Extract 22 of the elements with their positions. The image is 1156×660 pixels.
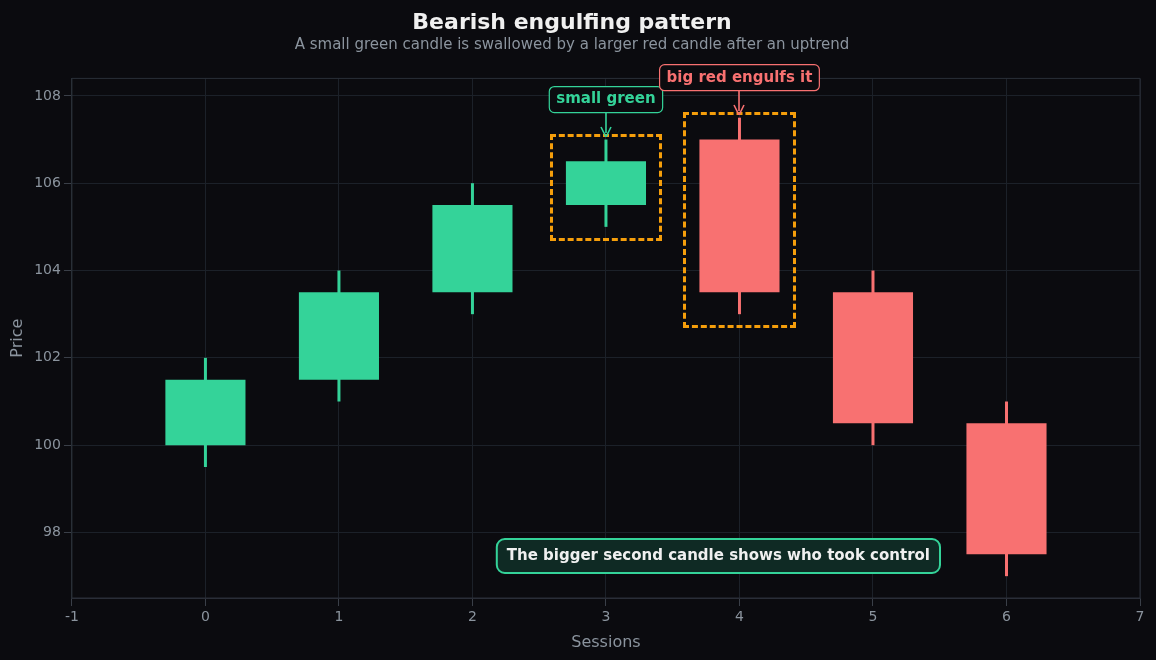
x-tick-label: 2: [467, 608, 477, 625]
annotation: big red engulfs it: [666, 67, 813, 86]
x-tick-label: 0: [200, 608, 210, 625]
y-tick-label: 98: [43, 523, 61, 540]
annotation: small green: [556, 89, 656, 108]
y-tick-label: 102: [34, 348, 61, 365]
x-tick-label: 6: [1002, 608, 1012, 625]
x-tick-label: 7: [1135, 608, 1145, 625]
chart-subtitle: A small green candle is swallowed by a larger red candle after an uptrend: [294, 35, 850, 54]
x-tick-label: 1: [334, 608, 344, 625]
y-tick-label: 108: [34, 86, 61, 103]
x-tick-label: 5: [868, 608, 878, 625]
y-tick-label: 104: [34, 261, 61, 278]
y-tick-label: 106: [34, 173, 61, 190]
annotation: The bigger second candle shows who took control: [506, 545, 931, 564]
x-axis-title: Sessions: [571, 631, 641, 651]
chart-title: Bearish engulfing pattern: [412, 8, 732, 34]
x-tick-label: 4: [735, 608, 745, 625]
y-axis-title: Price: [6, 318, 26, 358]
x-tick-label: 3: [601, 608, 611, 625]
y-tick-label: 100: [34, 435, 61, 452]
x-tick-label: -1: [64, 608, 79, 625]
